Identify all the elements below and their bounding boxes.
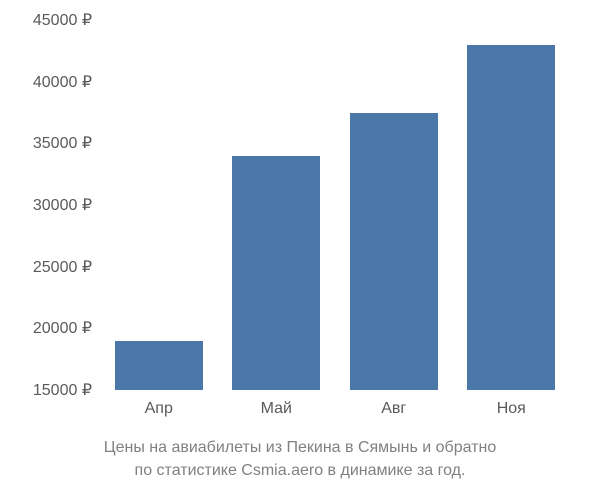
y-tick-label: 15000 ₽ [33, 380, 92, 400]
caption-line-1: Цены на авиабилеты из Пекина в Сямынь и … [0, 437, 600, 459]
x-tick-label: Авг [381, 400, 406, 418]
y-tick-label: 30000 ₽ [33, 195, 92, 215]
y-tick-label: 20000 ₽ [33, 318, 92, 338]
x-tick-label: Ноя [497, 400, 526, 418]
y-axis: 15000 ₽20000 ₽25000 ₽30000 ₽35000 ₽40000… [0, 20, 100, 390]
bar [232, 156, 320, 390]
bar [467, 45, 555, 390]
y-tick-label: 45000 ₽ [33, 10, 92, 30]
chart-caption: Цены на авиабилеты из Пекина в Сямынь и … [0, 437, 600, 482]
y-tick-label: 25000 ₽ [33, 257, 92, 277]
caption-line-2: по статистике Csmia.aero в динамике за г… [0, 460, 600, 482]
x-tick-label: Май [261, 400, 292, 418]
y-tick-label: 35000 ₽ [33, 133, 92, 153]
bar [115, 341, 203, 390]
x-tick-label: Апр [145, 400, 173, 418]
bars-area [100, 20, 570, 390]
chart-plot-area [100, 20, 570, 390]
bar [350, 113, 438, 391]
x-axis: Апр Май Авг Ноя [100, 395, 570, 425]
y-tick-label: 40000 ₽ [33, 72, 92, 92]
